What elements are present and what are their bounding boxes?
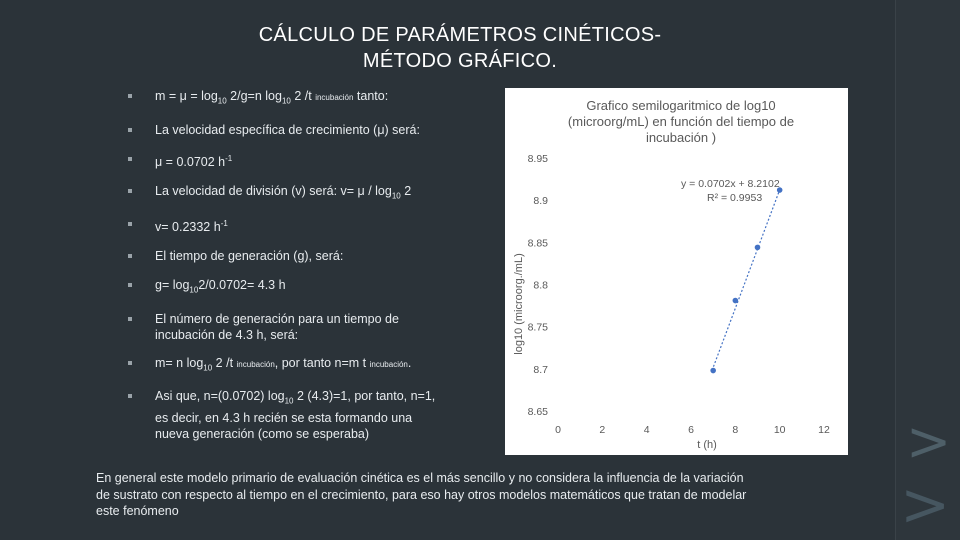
data-point — [776, 187, 783, 193]
bullet-item: m = μ = log10 2/g=n log10 2 /t incubació… — [128, 88, 488, 110]
bullet-marker-icon — [128, 127, 132, 132]
bullet-item: La velocidad de división (v) será: v= μ … — [128, 183, 488, 205]
y-tick-label: 8.65 — [528, 406, 549, 418]
y-tick-label: 8.7 — [533, 364, 548, 376]
y-tick-label: 8.9 — [533, 195, 548, 207]
bullet-item: El tiempo de generación (g), será: — [128, 248, 488, 264]
x-tick-label: 10 — [774, 424, 786, 436]
data-point — [710, 367, 716, 374]
bullet-marker-icon — [128, 254, 132, 259]
x-tick-label: 8 — [732, 424, 738, 436]
bullet-list: m = μ = log10 2/g=n log10 2 /t incubació… — [128, 88, 488, 442]
bullet-item: g= log102/0.0702= 4.3 h — [128, 277, 488, 299]
trendline — [711, 186, 782, 371]
decorative-side-strip: > > — [895, 0, 960, 540]
footer-note: En general este modelo primario de evalu… — [96, 471, 747, 518]
chevron-right-icon: > — [900, 470, 951, 540]
title-line-1: CÁLCULO DE PARÁMETROS CINÉTICOS- — [258, 24, 662, 46]
data-point — [754, 244, 761, 251]
title-line-2: MÉTODO GRÁFICO. — [362, 50, 558, 72]
bullet-item: La velocidad específica de crecimiento (… — [128, 122, 488, 138]
bullet-marker-icon — [128, 156, 132, 161]
x-tick-label: 2 — [599, 424, 605, 436]
bullet-marker-icon — [128, 360, 132, 365]
bullet-marker-icon — [128, 283, 132, 288]
chevron-right-icon: > — [906, 410, 952, 473]
bullet-marker-icon — [128, 94, 132, 98]
chart-title-line-1: Grafico semilogaritmico de log10 — [586, 98, 775, 113]
y-tick-label: 8.8 — [533, 280, 548, 292]
x-tick-label: 0 — [555, 424, 561, 436]
bullet-marker-icon — [128, 222, 132, 227]
bullet-marker-icon — [128, 394, 132, 399]
data-point — [732, 297, 739, 304]
scatter-chart: Grafico semilogaritmico de log10 (microo… — [505, 88, 848, 455]
x-tick-label: 6 — [688, 424, 694, 436]
trendline-equation: y = 0.0702x + 8.2102 — [681, 178, 780, 190]
chart-title-line-3: incubación ) — [646, 130, 716, 145]
x-tick-labels: 0 2 4 6 8 10 12 — [555, 424, 830, 436]
bullet-item: El número de generación para un tiempo d… — [128, 311, 488, 343]
bullet-marker-icon — [128, 316, 132, 321]
page-title: CÁLCULO DE PARÁMETROS CINÉTICOS- MÉTODO … — [150, 22, 770, 74]
y-tick-label: 8.95 — [528, 153, 549, 165]
y-tick-label: 8.85 — [528, 237, 549, 249]
r-squared-label: R² = 0.9953 — [707, 192, 762, 204]
bullet-marker-icon — [128, 188, 132, 193]
x-axis-label: t (h) — [697, 439, 717, 451]
chart-svg: Grafico semilogaritmico de log10 (microo… — [513, 98, 830, 451]
x-tick-label: 4 — [644, 424, 650, 436]
y-tick-label: 8.75 — [528, 322, 549, 334]
bullet-item: μ = 0.0702 h-1 — [128, 151, 488, 170]
y-axis-label: log10 (microorg./mL) — [513, 253, 525, 354]
chart-title-line-2: (microorg/mL) en función del tiempo de — [568, 114, 794, 129]
bullet-item: Asi que, n=(0.0702) log10 2 (4.3)=1, por… — [128, 388, 488, 442]
x-tick-label: 12 — [818, 424, 830, 436]
y-tick-labels: 8.65 8.7 8.75 8.8 8.85 8.9 8.95 — [528, 153, 549, 418]
bullet-item: m= n log10 2 /t incubación, por tanto n=… — [128, 355, 488, 377]
bullet-item: v= 0.2332 h-1 — [128, 216, 488, 235]
data-marks — [710, 186, 783, 374]
